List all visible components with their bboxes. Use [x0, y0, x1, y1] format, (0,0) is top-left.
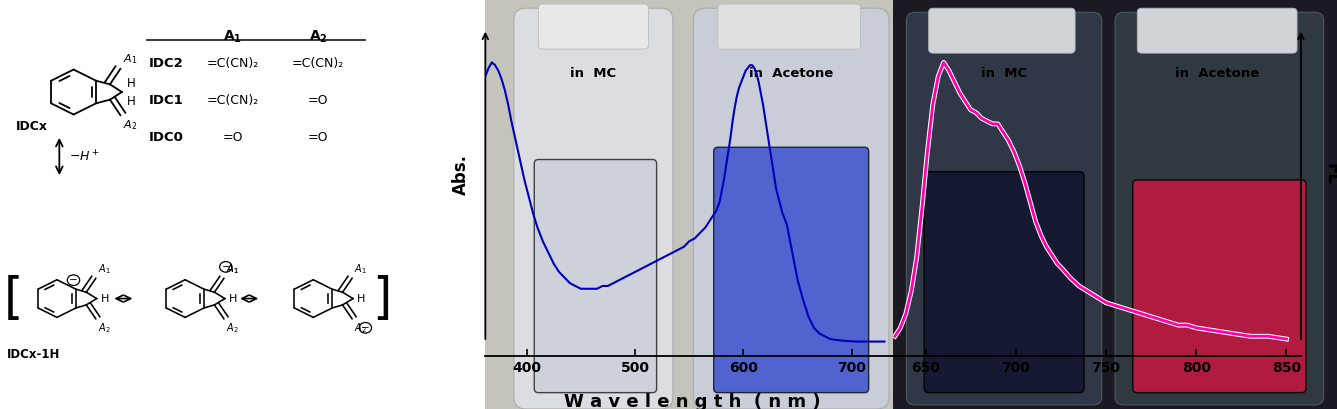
FancyBboxPatch shape	[535, 160, 656, 393]
FancyBboxPatch shape	[718, 4, 861, 49]
Text: IDC2: IDC2	[148, 57, 183, 70]
Text: FL: FL	[1322, 163, 1337, 185]
FancyBboxPatch shape	[694, 8, 889, 409]
FancyBboxPatch shape	[924, 172, 1084, 393]
Text: in  MC: in MC	[571, 67, 616, 80]
Text: $A_2$: $A_2$	[354, 321, 366, 335]
Text: =O: =O	[308, 94, 329, 107]
Text: IDC0: IDC0	[148, 130, 183, 144]
Text: in  Acetone: in Acetone	[1175, 67, 1259, 80]
Text: H: H	[127, 94, 135, 108]
Text: ]: ]	[373, 274, 392, 323]
FancyBboxPatch shape	[714, 147, 869, 393]
Text: =O: =O	[222, 130, 243, 144]
Text: IDCx-1H: IDCx-1H	[7, 348, 60, 361]
Text: =C(CN)₂: =C(CN)₂	[291, 57, 344, 70]
Text: =C(CN)₂: =C(CN)₂	[206, 94, 258, 107]
Text: $A_1$: $A_1$	[226, 262, 238, 276]
Text: $A_2$: $A_2$	[123, 119, 138, 132]
FancyBboxPatch shape	[906, 12, 1102, 405]
FancyBboxPatch shape	[1132, 180, 1306, 393]
Text: H: H	[102, 294, 110, 303]
Text: [: [	[4, 274, 23, 323]
Text: H: H	[127, 76, 135, 90]
Text: IDC1: IDC1	[148, 94, 183, 107]
Text: $A_1$: $A_1$	[354, 262, 366, 276]
Text: $A_1$: $A_1$	[98, 262, 111, 276]
Text: $A_1$: $A_1$	[123, 52, 138, 65]
Text: H: H	[357, 294, 365, 303]
Text: =O: =O	[308, 130, 329, 144]
Text: Abs.: Abs.	[452, 154, 471, 195]
FancyBboxPatch shape	[513, 8, 673, 409]
Text: −: −	[70, 275, 78, 285]
Text: H: H	[229, 294, 238, 303]
Text: in  MC: in MC	[981, 67, 1027, 80]
Text: $\mathbf{A_1}$: $\mathbf{A_1}$	[223, 29, 242, 45]
FancyBboxPatch shape	[539, 4, 648, 49]
Text: IDCx: IDCx	[16, 120, 48, 133]
Text: $A_2$: $A_2$	[98, 321, 111, 335]
FancyBboxPatch shape	[1138, 8, 1297, 53]
FancyBboxPatch shape	[929, 8, 1075, 53]
Text: −: −	[361, 323, 370, 333]
Text: =C(CN)₂: =C(CN)₂	[206, 57, 258, 70]
Text: $-H^+$: $-H^+$	[68, 149, 100, 164]
Text: W a v e l e n g t h  ( n m ): W a v e l e n g t h ( n m )	[564, 393, 821, 409]
Text: $A_2$: $A_2$	[226, 321, 238, 335]
Text: $A_1$: $A_1$	[226, 262, 238, 276]
Text: in  Acetone: in Acetone	[749, 67, 833, 80]
Text: $\mathbf{A_2}$: $\mathbf{A_2}$	[309, 29, 328, 45]
FancyBboxPatch shape	[1115, 12, 1324, 405]
Text: −: −	[222, 262, 230, 272]
